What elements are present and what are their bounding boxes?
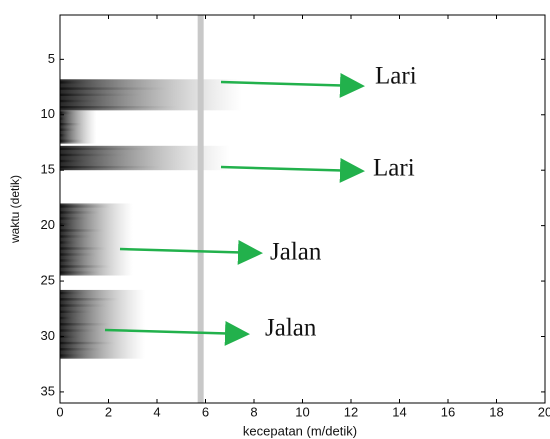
y-tick-label: 35	[41, 383, 55, 398]
x-tick-label: 20	[538, 404, 550, 419]
burst-streak	[60, 265, 111, 268]
burst-streak	[60, 235, 93, 238]
burst-streak	[60, 341, 116, 345]
burst-streak	[60, 354, 90, 357]
burst-streak	[60, 165, 162, 169]
burst-streak	[60, 304, 107, 307]
burst-streak	[60, 134, 71, 137]
annotation-text: Lari	[375, 63, 417, 90]
burst-streak	[60, 217, 90, 220]
x-tick-label: 14	[392, 404, 406, 419]
burst	[60, 203, 133, 276]
x-tick-label: 0	[56, 404, 63, 419]
x-tick-label: 16	[441, 404, 455, 419]
burst-streak	[60, 93, 142, 97]
burst-streak	[60, 106, 179, 109]
y-tick-label: 25	[41, 272, 55, 287]
burst-streak	[60, 229, 104, 232]
y-tick-label: 30	[41, 328, 55, 343]
burst-streak	[60, 159, 103, 163]
burst-streak	[60, 128, 77, 131]
annotation-arrow	[220, 157, 365, 183]
burst-streak	[60, 87, 170, 90]
burst	[60, 110, 97, 144]
annotation-arrow	[220, 72, 365, 98]
burst-streak	[60, 259, 86, 262]
burst-streak	[60, 205, 111, 208]
burst-streak	[60, 335, 86, 338]
x-axis-label: kecepatan (m/detik)	[243, 423, 357, 438]
x-tick-label: 4	[153, 404, 160, 419]
burst-streak	[60, 211, 101, 214]
x-tick-label: 12	[344, 404, 358, 419]
burst-streak	[60, 247, 108, 250]
burst-streak	[60, 291, 90, 295]
burst-streak	[60, 117, 70, 120]
burst-streak	[60, 253, 97, 256]
annotation-text: Lari	[373, 155, 415, 182]
burst-streak	[60, 99, 115, 103]
burst-streak	[60, 122, 82, 126]
x-tick-label: 18	[489, 404, 503, 419]
y-tick-label: 5	[48, 51, 55, 66]
burst-streak	[60, 111, 75, 115]
burst-streak	[60, 147, 154, 151]
burst-streak	[60, 310, 94, 313]
x-tick-label: 6	[202, 404, 209, 419]
annotation-arrow	[104, 320, 250, 346]
burst-streak	[60, 316, 82, 320]
burst-streak	[60, 153, 128, 157]
burst-streak	[60, 81, 106, 84]
y-tick-label: 15	[41, 162, 55, 177]
y-tick-label: 20	[41, 217, 55, 232]
burst-streak	[60, 139, 84, 143]
x-tick-label: 2	[105, 404, 112, 419]
y-tick-label: 10	[41, 106, 55, 121]
annotation-text: Jalan	[270, 239, 322, 266]
burst-streak	[60, 348, 103, 351]
burst-streak	[60, 223, 79, 226]
burst-streak	[60, 271, 101, 274]
marker-line	[197, 15, 204, 403]
burst-streak	[60, 323, 111, 326]
x-tick-label: 8	[250, 404, 257, 419]
burst-streak	[60, 241, 82, 244]
y-axis-label: waktu (detik)	[8, 175, 22, 244]
annotation-arrow	[119, 239, 263, 265]
annotation-text: Jalan	[265, 315, 317, 342]
x-tick-label: 10	[295, 404, 309, 419]
burst-streak	[60, 329, 99, 332]
burst-streak	[60, 298, 120, 301]
